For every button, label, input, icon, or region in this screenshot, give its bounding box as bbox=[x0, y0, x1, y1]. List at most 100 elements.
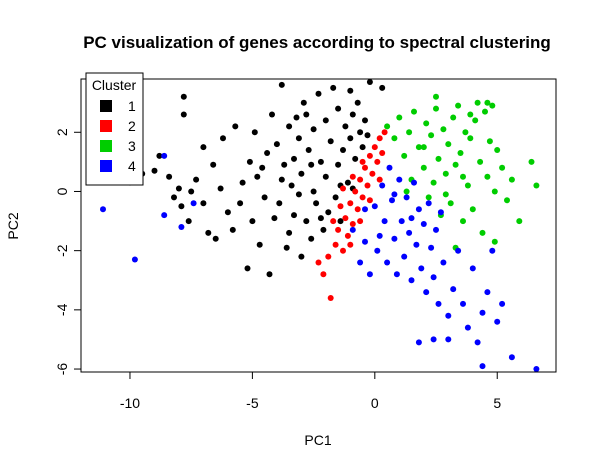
cluster-3-point bbox=[486, 138, 493, 145]
cluster-4-point bbox=[411, 179, 417, 186]
cluster-3-point bbox=[406, 129, 413, 136]
cluster-1-point bbox=[271, 215, 278, 222]
cluster-3-point bbox=[420, 144, 427, 151]
cluster-2-point bbox=[369, 170, 376, 177]
cluster-2-point bbox=[376, 135, 383, 142]
legend-swatch-4 bbox=[100, 160, 112, 172]
x-tick-label: 0 bbox=[371, 395, 379, 411]
cluster-2-point bbox=[349, 221, 356, 227]
cluster-1-point bbox=[317, 158, 324, 165]
cluster-1-point bbox=[261, 194, 268, 201]
cluster-3-point bbox=[484, 173, 491, 180]
cluster-1-point bbox=[322, 117, 329, 124]
cluster-3-point bbox=[457, 150, 464, 156]
cluster-3-point bbox=[401, 152, 408, 159]
cluster-2-point bbox=[330, 218, 337, 225]
cluster-4-point bbox=[460, 300, 466, 307]
cluster-3-point bbox=[494, 147, 501, 153]
cluster-4-point bbox=[362, 238, 368, 245]
cluster-1-point bbox=[237, 200, 244, 207]
cluster-2-point bbox=[327, 295, 334, 301]
cluster-4-point bbox=[420, 221, 427, 227]
cluster-4-point bbox=[401, 253, 408, 260]
cluster-1-point bbox=[364, 132, 371, 139]
cluster-1-point bbox=[156, 152, 163, 159]
cluster-4-point bbox=[408, 277, 415, 284]
cluster-3-point bbox=[491, 188, 498, 195]
cluster-2-point bbox=[366, 197, 373, 204]
cluster-4-point bbox=[381, 218, 388, 225]
cluster-3-point bbox=[447, 200, 454, 207]
cluster-4-point bbox=[393, 271, 400, 278]
cluster-4-point bbox=[366, 271, 373, 278]
x-tick-label: 5 bbox=[493, 395, 501, 411]
cluster-1-point bbox=[283, 244, 290, 251]
cluster-3-point bbox=[464, 182, 471, 189]
cluster-2-point bbox=[364, 182, 371, 189]
cluster-4-point bbox=[190, 200, 197, 207]
cluster-4-point bbox=[437, 209, 444, 216]
cluster-1-point bbox=[273, 141, 280, 148]
cluster-4-point bbox=[464, 324, 471, 331]
cluster-3-point bbox=[435, 155, 442, 162]
cluster-1-point bbox=[291, 212, 297, 219]
cluster-1-point bbox=[246, 158, 253, 165]
cluster-1-point bbox=[366, 79, 373, 85]
x-axis-label: PC1 bbox=[304, 432, 331, 448]
y-tick-label: 2 bbox=[54, 128, 70, 136]
cluster-1-point bbox=[249, 218, 256, 225]
legend-swatch-3 bbox=[100, 140, 112, 152]
cluster-1-point bbox=[344, 179, 351, 186]
y-axis: -6 -4 -2 0 2 bbox=[54, 128, 82, 375]
cluster-4-point bbox=[357, 259, 364, 266]
cluster-2-point bbox=[340, 185, 346, 192]
cluster-3-point bbox=[499, 164, 506, 171]
cluster-1-point bbox=[251, 129, 258, 136]
cluster-4-point bbox=[403, 194, 410, 201]
cluster-3-point bbox=[440, 126, 447, 133]
cluster-1-point bbox=[264, 150, 271, 156]
cluster-1-point bbox=[180, 93, 187, 100]
legend-swatch-2 bbox=[100, 120, 112, 132]
legend-label-4: 4 bbox=[128, 158, 136, 174]
cluster-3-point bbox=[442, 170, 449, 177]
cluster-4-point bbox=[430, 274, 437, 281]
cluster-3-point bbox=[472, 117, 479, 124]
cluster-1-point bbox=[320, 226, 327, 233]
cluster-4-point bbox=[362, 206, 368, 213]
cluster-3-point bbox=[425, 194, 432, 201]
cluster-1-point bbox=[259, 164, 266, 171]
cluster-2-point bbox=[357, 176, 364, 183]
cluster-1-point bbox=[303, 218, 310, 225]
x-tick-label: -10 bbox=[120, 395, 140, 411]
cluster-1-point bbox=[305, 147, 312, 153]
cluster-4-point bbox=[398, 218, 405, 225]
legend-label-3: 3 bbox=[128, 138, 136, 154]
legend-label-2: 2 bbox=[128, 118, 136, 134]
cluster-3-point bbox=[452, 161, 459, 168]
cluster-1-point bbox=[205, 229, 212, 236]
cluster-1-point bbox=[315, 90, 322, 97]
cluster-1-point bbox=[229, 226, 236, 233]
cluster-4-point bbox=[374, 247, 381, 254]
plot-points bbox=[100, 79, 540, 372]
cluster-4-point bbox=[484, 289, 491, 296]
cluster-2-point bbox=[347, 241, 354, 248]
cluster-2-point bbox=[379, 150, 386, 156]
cluster-3-point bbox=[467, 135, 474, 142]
cluster-1-point bbox=[286, 229, 293, 236]
cluster-4-point bbox=[433, 226, 439, 233]
cluster-4-point bbox=[479, 309, 486, 316]
cluster-1-point bbox=[278, 176, 285, 183]
cluster-3-point bbox=[396, 114, 403, 121]
cluster-3-point bbox=[516, 218, 523, 225]
cluster-2-point bbox=[359, 158, 366, 165]
cluster-4-point bbox=[386, 164, 393, 171]
cluster-1-point bbox=[269, 111, 275, 118]
cluster-3-point bbox=[533, 182, 540, 189]
cluster-1-point bbox=[337, 218, 344, 225]
cluster-2-point bbox=[357, 218, 364, 225]
cluster-2-point bbox=[354, 206, 361, 213]
cluster-3-point bbox=[442, 191, 449, 198]
cluster-1-point bbox=[266, 271, 273, 278]
